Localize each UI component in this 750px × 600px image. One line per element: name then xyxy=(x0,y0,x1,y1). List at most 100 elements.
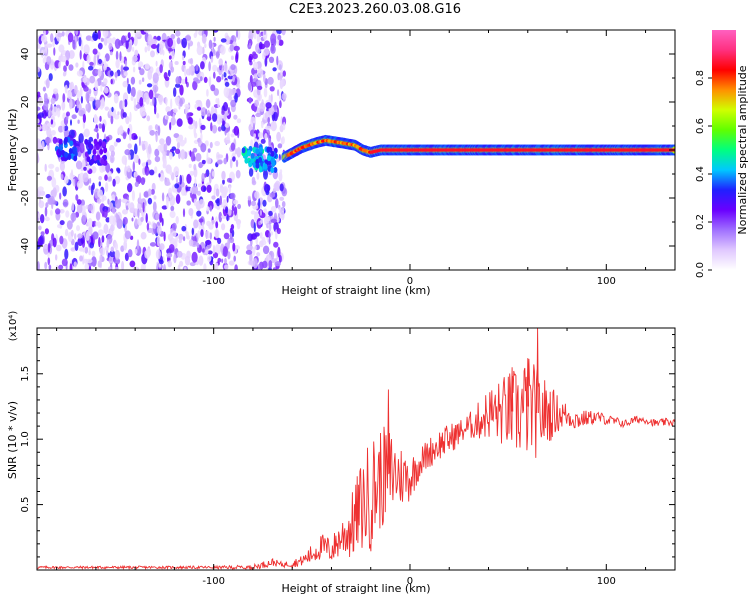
noise-speckle xyxy=(273,241,279,248)
noise-speckle xyxy=(152,96,155,106)
noise-speckle xyxy=(167,233,173,241)
noise-speckle xyxy=(65,210,70,218)
noise-speckle xyxy=(259,240,264,248)
noise-speckle xyxy=(74,175,77,187)
noise-speckle xyxy=(76,70,83,77)
noise-speckle xyxy=(127,143,132,149)
noise-speckle xyxy=(132,66,136,73)
noise-speckle xyxy=(121,260,125,270)
noise-speckle xyxy=(211,219,215,224)
noise-speckle xyxy=(193,219,199,229)
noise-speckle xyxy=(208,61,211,72)
noise-speckle xyxy=(129,260,136,268)
noise-speckle xyxy=(201,159,206,165)
noise-speckle xyxy=(126,165,131,173)
noise-speckle xyxy=(88,96,95,102)
noise-speckle xyxy=(260,138,266,144)
noise-speckle xyxy=(218,69,223,76)
signal-cluster xyxy=(258,156,263,163)
noise-speckle xyxy=(52,237,57,248)
noise-speckle xyxy=(193,198,197,206)
noise-speckle xyxy=(276,131,281,142)
noise-speckle xyxy=(78,110,85,117)
noise-speckle xyxy=(174,96,180,104)
noise-speckle xyxy=(176,141,181,149)
noise-speckle xyxy=(82,77,88,83)
noise-speckle xyxy=(247,195,251,201)
noise-speckle xyxy=(226,177,232,183)
noise-speckle xyxy=(150,189,155,195)
noise-speckle xyxy=(58,209,65,214)
noise-speckle xyxy=(88,225,93,235)
noise-speckle xyxy=(133,135,138,140)
noise-speckle xyxy=(112,178,116,187)
noise-speckle xyxy=(279,183,284,192)
noise-speckle xyxy=(256,252,261,257)
noise-speckle xyxy=(259,209,262,216)
noise-speckle xyxy=(155,131,158,143)
noise-speckle xyxy=(227,75,234,80)
snr-scale-label: (x10⁴) xyxy=(8,311,19,342)
noise-speckle xyxy=(212,64,218,72)
noise-speckle xyxy=(206,157,212,165)
noise-speckle xyxy=(149,242,157,247)
noise-speckle xyxy=(173,87,177,97)
noise-speckle xyxy=(76,203,83,214)
noise-speckle xyxy=(232,75,236,83)
noise-speckle xyxy=(201,172,205,182)
noise-speckle xyxy=(167,69,171,77)
noise-speckle xyxy=(154,124,159,131)
noise-speckle xyxy=(113,141,118,147)
noise-speckle xyxy=(86,54,91,64)
noise-speckle xyxy=(230,142,236,151)
noise-speckle xyxy=(156,35,161,41)
noise-speckle xyxy=(221,109,225,116)
noise-speckle xyxy=(155,213,160,221)
noise-speckle xyxy=(159,64,163,74)
noise-speckle xyxy=(263,87,268,98)
noise-speckle xyxy=(55,166,60,172)
noise-speckle xyxy=(169,122,172,131)
noise-speckle xyxy=(91,256,97,267)
noise-speckle xyxy=(69,263,73,270)
noise-speckle xyxy=(200,124,206,131)
noise-speckle xyxy=(194,177,197,187)
noise-speckle xyxy=(209,232,212,240)
noise-speckle xyxy=(153,195,157,200)
noise-speckle xyxy=(119,100,124,110)
noise-speckle xyxy=(103,209,108,218)
noise-speckle xyxy=(62,186,67,197)
signal-cluster xyxy=(69,140,74,147)
colorbar-tick-label: 0.0 xyxy=(695,262,706,278)
noise-speckle xyxy=(101,97,105,107)
noise-speckle xyxy=(278,171,283,182)
noise-speckle xyxy=(270,33,277,45)
noise-speckle xyxy=(168,55,172,60)
noise-speckle xyxy=(188,66,191,76)
noise-speckle xyxy=(37,66,41,73)
noise-speckle xyxy=(270,206,277,213)
noise-speckle xyxy=(206,89,209,97)
noise-speckle xyxy=(147,197,153,205)
noise-speckle xyxy=(44,137,51,144)
noise-speckle xyxy=(200,229,204,238)
noise-speckle xyxy=(45,78,50,89)
noise-speckle xyxy=(138,79,142,85)
noise-speckle xyxy=(163,264,166,270)
noise-speckle xyxy=(156,235,161,247)
noise-speckle xyxy=(210,84,216,92)
figure-title: C2E3.2023.260.03.08.G16 xyxy=(288,2,462,17)
signal-cluster xyxy=(273,167,278,173)
noise-speckle xyxy=(192,147,198,153)
noise-speckle xyxy=(216,76,222,83)
noise-speckle xyxy=(86,258,93,264)
noise-speckle xyxy=(263,169,268,180)
noise-speckle xyxy=(223,71,227,78)
noise-speckle xyxy=(47,242,51,253)
noise-speckle xyxy=(232,242,236,252)
noise-speckle xyxy=(206,98,211,109)
noise-speckle xyxy=(164,76,170,82)
signal-cluster xyxy=(68,148,73,154)
noise-speckle xyxy=(186,200,191,206)
noise-speckle xyxy=(52,136,58,144)
